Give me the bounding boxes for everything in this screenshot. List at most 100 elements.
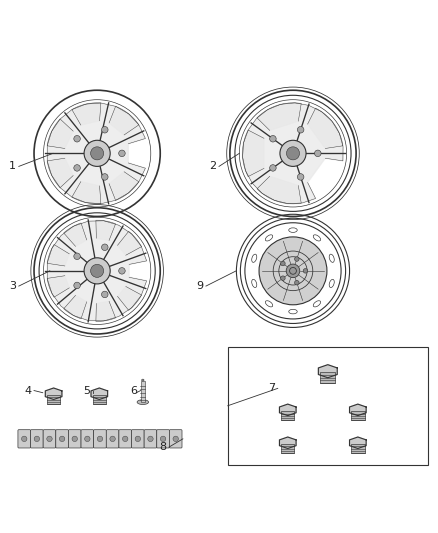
Polygon shape: [350, 437, 366, 448]
Circle shape: [295, 280, 299, 285]
Polygon shape: [47, 221, 147, 321]
Polygon shape: [96, 220, 116, 240]
Text: 8: 8: [159, 442, 166, 452]
Polygon shape: [72, 182, 101, 204]
Polygon shape: [72, 103, 101, 125]
FancyBboxPatch shape: [68, 430, 81, 448]
Circle shape: [84, 140, 110, 166]
Circle shape: [84, 258, 110, 284]
Text: 2: 2: [209, 161, 216, 172]
Circle shape: [47, 436, 52, 441]
Ellipse shape: [289, 228, 297, 232]
Bar: [351, 411, 364, 421]
FancyBboxPatch shape: [157, 430, 170, 448]
Circle shape: [102, 126, 108, 133]
Circle shape: [119, 150, 125, 157]
Ellipse shape: [265, 235, 273, 241]
Circle shape: [135, 436, 141, 441]
Polygon shape: [96, 301, 116, 321]
Polygon shape: [257, 176, 301, 204]
Ellipse shape: [252, 254, 257, 262]
Bar: [281, 411, 294, 421]
Text: 4: 4: [24, 385, 31, 395]
Polygon shape: [109, 107, 139, 135]
Circle shape: [74, 165, 80, 171]
Circle shape: [290, 268, 297, 274]
Circle shape: [160, 436, 166, 441]
Bar: [141, 381, 145, 402]
Circle shape: [173, 436, 178, 441]
Polygon shape: [318, 365, 337, 378]
Circle shape: [286, 264, 300, 278]
Polygon shape: [279, 437, 296, 448]
Circle shape: [74, 253, 80, 260]
Polygon shape: [47, 158, 73, 188]
Polygon shape: [64, 295, 87, 319]
Polygon shape: [45, 388, 62, 400]
Circle shape: [259, 237, 327, 305]
Circle shape: [295, 257, 299, 261]
Circle shape: [102, 174, 108, 180]
Polygon shape: [307, 108, 343, 149]
FancyBboxPatch shape: [18, 430, 31, 448]
Circle shape: [314, 150, 321, 157]
Polygon shape: [47, 103, 145, 204]
Circle shape: [34, 436, 39, 441]
Circle shape: [102, 291, 108, 298]
Polygon shape: [91, 388, 108, 400]
FancyBboxPatch shape: [106, 430, 119, 448]
Ellipse shape: [265, 301, 273, 307]
Circle shape: [280, 140, 306, 166]
Ellipse shape: [313, 235, 321, 241]
Circle shape: [297, 174, 304, 180]
Circle shape: [91, 264, 104, 277]
FancyBboxPatch shape: [56, 430, 68, 448]
Polygon shape: [64, 223, 87, 246]
Ellipse shape: [329, 254, 334, 262]
FancyBboxPatch shape: [94, 430, 106, 448]
Bar: [281, 443, 294, 453]
Circle shape: [270, 135, 276, 142]
Polygon shape: [243, 130, 264, 176]
Circle shape: [85, 436, 90, 441]
Circle shape: [60, 436, 65, 441]
Bar: [92, 395, 106, 405]
Polygon shape: [350, 404, 366, 416]
Text: 1: 1: [9, 161, 16, 172]
Polygon shape: [109, 172, 139, 200]
Ellipse shape: [141, 379, 144, 381]
Ellipse shape: [289, 309, 297, 314]
FancyBboxPatch shape: [43, 430, 56, 448]
Circle shape: [297, 126, 304, 133]
Bar: [320, 373, 336, 383]
Text: 7: 7: [268, 383, 275, 393]
FancyBboxPatch shape: [144, 430, 157, 448]
Circle shape: [74, 282, 80, 289]
Ellipse shape: [137, 400, 148, 405]
Circle shape: [91, 147, 104, 160]
Polygon shape: [47, 119, 73, 149]
Bar: [47, 395, 60, 405]
Text: 5: 5: [83, 385, 90, 395]
Circle shape: [110, 436, 115, 441]
Bar: [228, 347, 428, 465]
Polygon shape: [243, 103, 343, 204]
Polygon shape: [257, 103, 301, 131]
Polygon shape: [47, 276, 69, 297]
Polygon shape: [279, 404, 296, 416]
Polygon shape: [117, 286, 141, 310]
Circle shape: [123, 436, 128, 441]
Circle shape: [74, 135, 80, 142]
Circle shape: [102, 244, 108, 251]
FancyBboxPatch shape: [31, 430, 43, 448]
Ellipse shape: [252, 279, 257, 287]
Circle shape: [148, 436, 153, 441]
FancyBboxPatch shape: [81, 430, 94, 448]
FancyBboxPatch shape: [131, 430, 144, 448]
Text: 3: 3: [9, 281, 16, 291]
Circle shape: [281, 276, 285, 280]
Circle shape: [281, 261, 285, 266]
FancyBboxPatch shape: [119, 430, 131, 448]
Bar: [351, 443, 364, 453]
Ellipse shape: [313, 301, 321, 307]
